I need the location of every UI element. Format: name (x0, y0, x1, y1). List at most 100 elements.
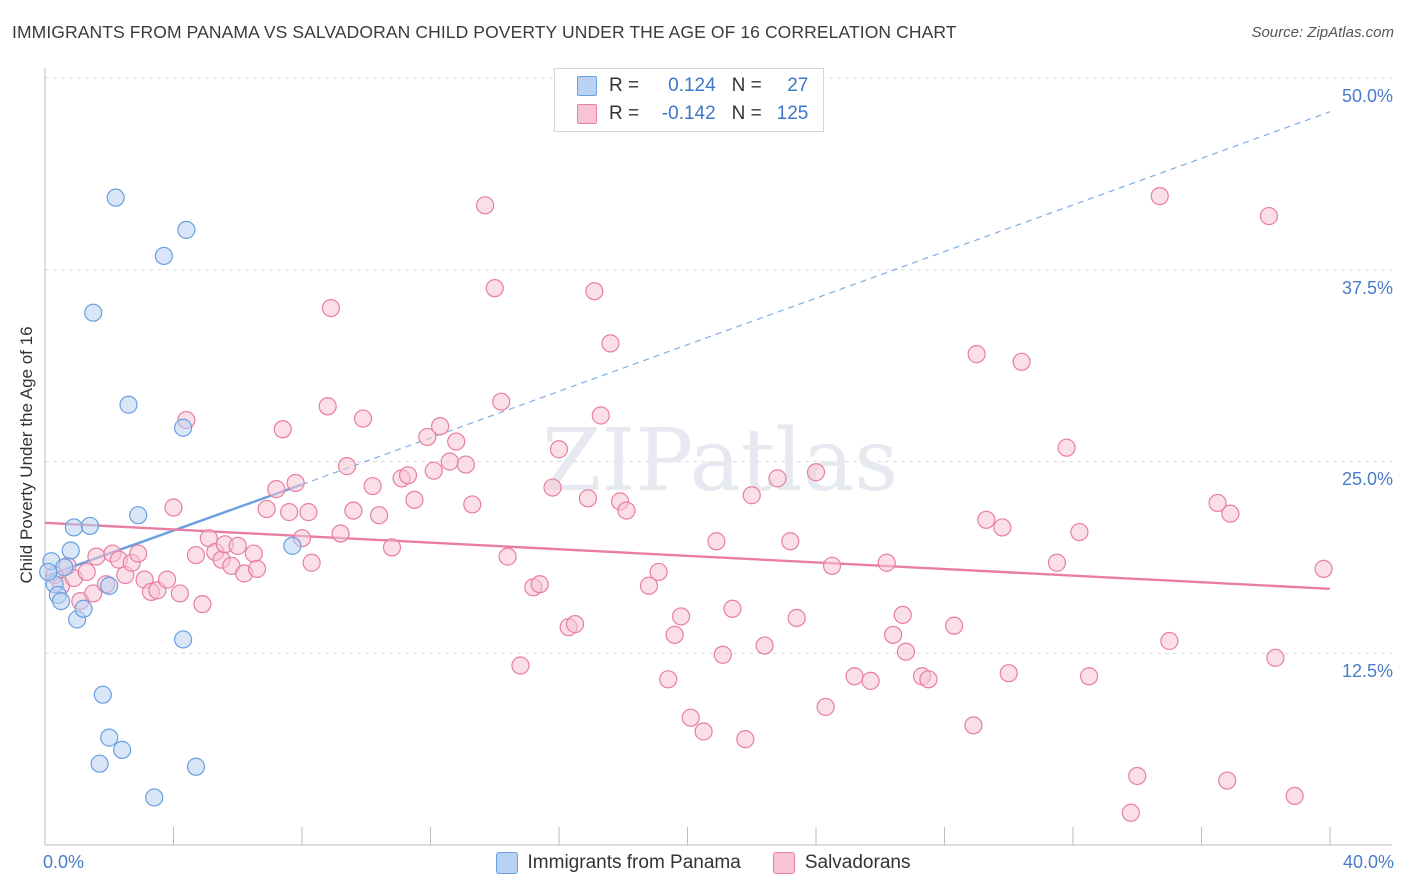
salvadoran-point (665, 625, 684, 644)
salvadoran-point (565, 615, 585, 634)
r-value: 0.124 (668, 75, 716, 96)
legend-label: Salvadorans (804, 852, 911, 873)
panama-point (119, 395, 138, 414)
salvadoran-point (694, 722, 713, 741)
stats-row-panama: R = 0.124 N = 27 (577, 73, 808, 99)
salvadoran-point (431, 417, 450, 436)
salvadoran-point (331, 524, 350, 543)
salvadoran-point (418, 427, 437, 447)
salvadoran-point (382, 538, 402, 557)
salvadoran-point (1266, 648, 1285, 667)
axis-layer (44, 68, 1392, 846)
salvadoran-point (1259, 206, 1279, 226)
legend-item-salvadorans[interactable]: Salvadorans (772, 852, 911, 874)
x-tick-label-max: 40.0% (1342, 852, 1394, 872)
salvadoran-point (543, 478, 562, 497)
salvadoran-point (578, 489, 598, 508)
legend-label: Immigrants from Panama (527, 852, 741, 873)
panama-point (174, 418, 193, 437)
panama-point (112, 740, 132, 759)
r-label: R = (609, 103, 640, 124)
salvadoran-point (781, 532, 800, 551)
salvadoran-point (822, 556, 842, 575)
salvadoran-point (1285, 786, 1304, 806)
n-value: 125 (776, 103, 809, 124)
panama-point (74, 599, 93, 618)
salvadoran-point (787, 608, 806, 628)
salvadoran-point (1218, 771, 1237, 790)
salvadoran-point (398, 466, 418, 485)
salvadoran-point (861, 671, 880, 690)
salvadoran-point (87, 547, 106, 566)
salvadoran-point (280, 503, 299, 522)
panama-point (186, 757, 206, 776)
legend-item-panama[interactable]: Immigrants from Panama (495, 852, 741, 874)
salvadoran-point (244, 544, 263, 563)
salvadoran-point (601, 334, 620, 353)
x-tick-label-min: 0.0% (43, 852, 85, 872)
salvadoran-point (1079, 667, 1099, 686)
salvadoran-point (806, 463, 826, 482)
panama-point (93, 685, 112, 704)
salvadoran-point (967, 345, 986, 364)
salvadoran-point (228, 536, 247, 555)
salvadoran-point (424, 461, 443, 480)
salvadoran-point (1128, 766, 1147, 786)
salvadoran-point (755, 636, 774, 655)
salvadoran-point (353, 409, 373, 428)
panama-point (100, 728, 119, 747)
panama-point (177, 220, 196, 239)
salvadoran-point (77, 562, 96, 582)
salvadoran-point (1221, 504, 1240, 523)
salvadoran-point (164, 498, 183, 517)
salvadoran-point (896, 642, 916, 661)
salvadoran-point (321, 299, 341, 318)
salvadoran-point (1047, 553, 1067, 572)
salvadoran-point (186, 545, 206, 565)
salvadoran-point (649, 562, 668, 582)
point-layer (39, 187, 1333, 822)
source-label: Source: ZipAtlas.com (1251, 24, 1394, 41)
salvadoran-point (671, 607, 691, 626)
salvadoran-point (318, 397, 337, 416)
salvadoran-point (337, 457, 357, 476)
panama-point (106, 188, 125, 207)
salvadoran-point (447, 432, 466, 451)
salvadoran-swatch-icon (577, 104, 597, 124)
panama-swatch-icon (495, 852, 518, 874)
panama-point (55, 558, 74, 577)
y-tick-label: 37.5% (1341, 278, 1393, 298)
salvadoran-point (257, 499, 276, 519)
salvadoran-point (883, 625, 903, 644)
salvadoran-point (1150, 187, 1169, 206)
salvadoran-point (999, 664, 1018, 683)
trend-line (44, 521, 1331, 591)
panama-point (129, 506, 148, 525)
watermark: ZIPatlas (542, 411, 898, 511)
salvadoran-point (845, 667, 864, 686)
panama-point (64, 518, 84, 537)
y-tick-label: 12.5% (1341, 661, 1393, 681)
salvadoran-point (247, 559, 267, 578)
salvadoran-point (129, 544, 148, 563)
salvadoran-point (492, 392, 511, 411)
salvadoran-point (193, 595, 212, 614)
salvadoran-point (273, 420, 292, 439)
salvadoran-point (530, 575, 549, 594)
salvadoran-point (919, 670, 938, 689)
salvadoran-point (816, 697, 835, 717)
salvadoran-point (476, 196, 495, 215)
panama-point (90, 754, 109, 773)
salvadoran-point (993, 518, 1012, 537)
salvadoran-point (456, 455, 475, 474)
panama-point (283, 536, 302, 555)
salvadoran-point (659, 670, 678, 689)
salvadoran-point (302, 553, 321, 572)
salvadoran-point (286, 473, 305, 493)
stats-row-salvadoran: R = -0.142 N = 125 (577, 101, 808, 127)
panama-point (39, 562, 58, 582)
salvadoran-point (549, 440, 569, 459)
salvadoran-point (768, 469, 787, 488)
panama-point (51, 591, 71, 611)
